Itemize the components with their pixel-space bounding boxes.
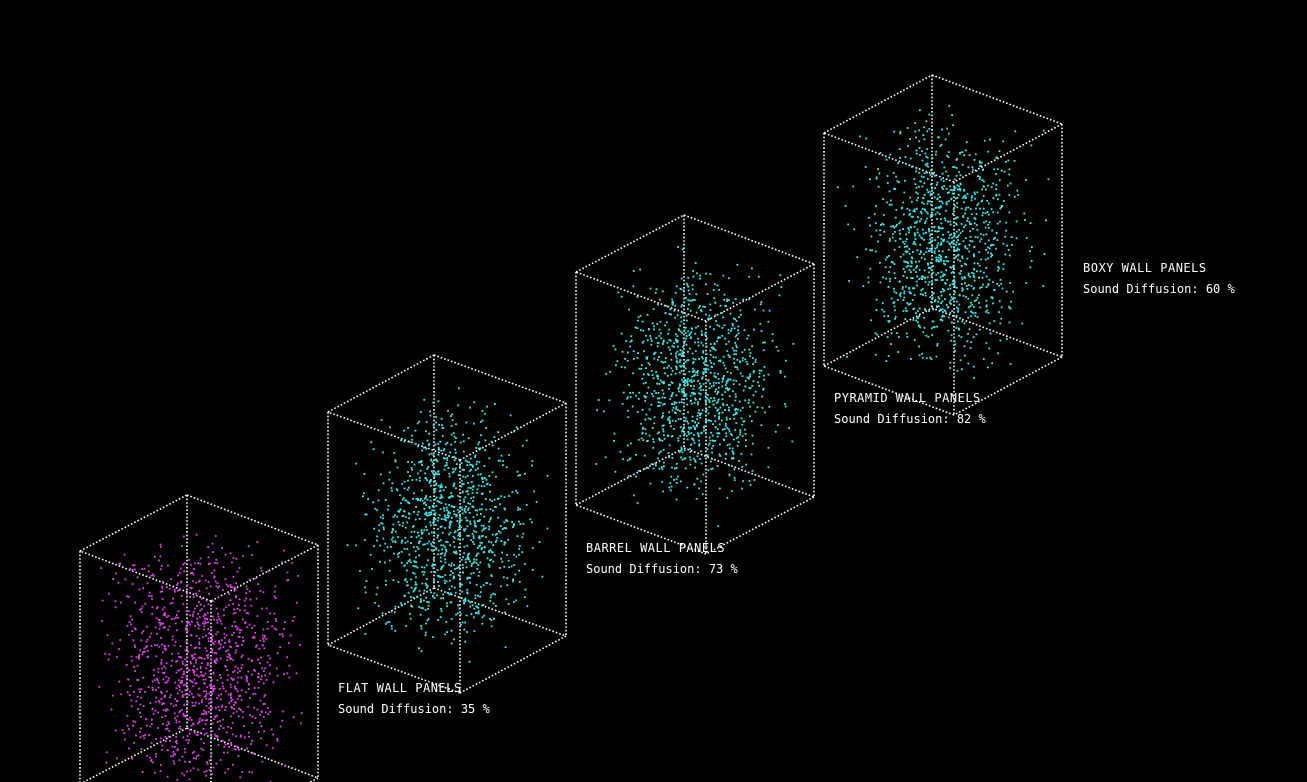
flat-panels-caption: FLAT WALL PANELS Sound Diffusion: 35 % bbox=[338, 678, 490, 720]
cube-edge bbox=[186, 494, 319, 546]
boxy-panels-cube bbox=[823, 74, 1063, 416]
barrel-panels-diffusion: Sound Diffusion: 73 % bbox=[586, 562, 738, 576]
cube-edge bbox=[79, 550, 212, 602]
barrel-panels-caption: BARREL WALL PANELS Sound Diffusion: 73 % bbox=[586, 538, 738, 580]
flat-panels-title: FLAT WALL PANELS bbox=[338, 681, 462, 695]
cube-edge bbox=[953, 123, 1063, 183]
point-cloud bbox=[346, 387, 549, 663]
flat-panels-cube bbox=[79, 494, 319, 782]
cube-edge bbox=[327, 587, 435, 646]
cube-edge bbox=[308, 777, 319, 782]
pyramid-panels-caption: PYRAMID WALL PANELS Sound Diffusion: 82 … bbox=[834, 388, 986, 430]
flat-panels-diffusion: Sound Diffusion: 35 % bbox=[338, 702, 490, 716]
pyramid-panels-title: PYRAMID WALL PANELS bbox=[834, 391, 981, 405]
barrel-panels-cube bbox=[327, 354, 567, 694]
point-cloud bbox=[98, 533, 303, 782]
cube-edge bbox=[82, 727, 188, 782]
cube-edge bbox=[683, 214, 815, 265]
cube-edge bbox=[459, 402, 567, 461]
cube-edge bbox=[433, 354, 567, 404]
cube-edge bbox=[823, 365, 955, 416]
cube-edge bbox=[575, 447, 685, 506]
cube-edge bbox=[210, 544, 319, 602]
cube-edge bbox=[705, 496, 815, 555]
pyramid-panels-cube bbox=[575, 214, 815, 555]
boxy-panels-title: BOXY WALL PANELS bbox=[1083, 261, 1207, 275]
cube-edge bbox=[433, 587, 567, 637]
cube-edge bbox=[575, 271, 707, 322]
cube-edge bbox=[79, 494, 188, 552]
boxy-panels-caption: BOXY WALL PANELS Sound Diffusion: 60 % bbox=[1083, 258, 1235, 300]
cube-edge bbox=[683, 447, 815, 498]
point-cloud bbox=[595, 246, 795, 528]
cube-edge bbox=[823, 74, 933, 134]
cube-edge bbox=[575, 504, 707, 555]
cube-edge bbox=[823, 307, 933, 367]
cube-edge bbox=[575, 214, 685, 273]
cube-edge bbox=[823, 132, 955, 183]
barrel-panels-title: BARREL WALL PANELS bbox=[586, 541, 726, 555]
cube-edge bbox=[931, 307, 1063, 358]
boxy-panels-diffusion: Sound Diffusion: 60 % bbox=[1083, 282, 1235, 296]
cube-edge bbox=[953, 356, 1063, 416]
cube-edge bbox=[705, 263, 815, 322]
cube-edge bbox=[931, 74, 1063, 125]
pyramid-panels-diffusion: Sound Diffusion: 82 % bbox=[834, 412, 986, 426]
cube-edge bbox=[327, 354, 435, 413]
point-cloud bbox=[836, 105, 1050, 379]
